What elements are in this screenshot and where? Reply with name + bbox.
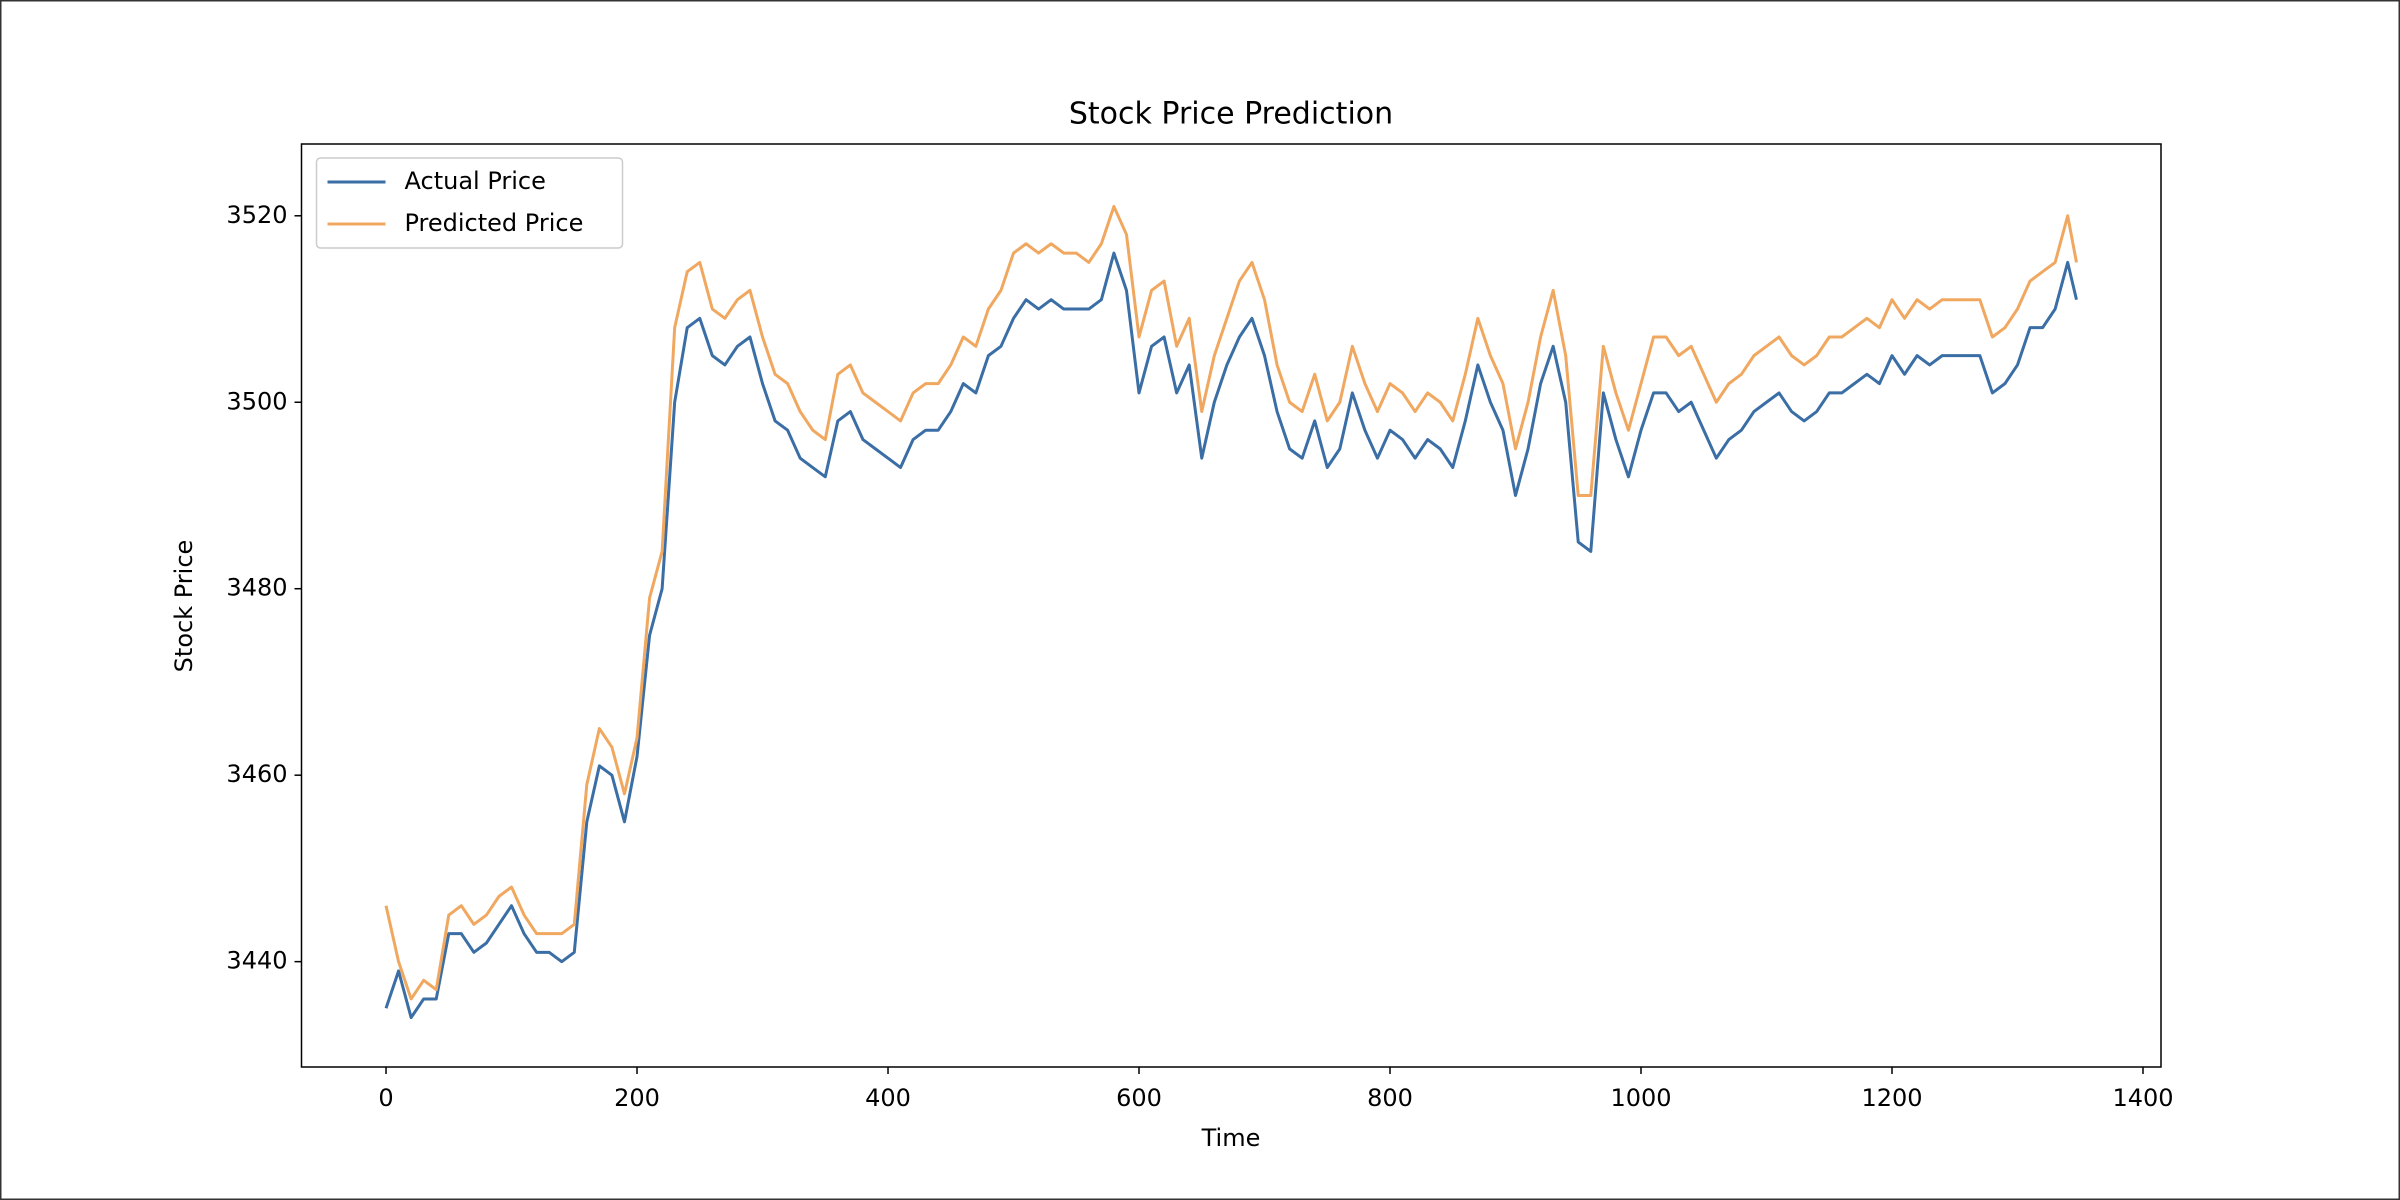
x-tick-label: 400 <box>865 1084 911 1112</box>
x-tick-label: 1400 <box>2112 1084 2173 1112</box>
x-tick-label: 0 <box>378 1084 393 1112</box>
y-axis-label: Stock Price <box>170 540 198 673</box>
y-tick-label: 3520 <box>226 201 287 229</box>
y-tick-label: 3460 <box>226 760 287 788</box>
legend-label: Actual Price <box>405 167 546 195</box>
y-tick-label: 3480 <box>226 574 287 602</box>
x-tick-label: 1200 <box>1861 1084 1922 1112</box>
y-tick-label: 3440 <box>226 947 287 975</box>
legend-label: Predicted Price <box>405 209 584 237</box>
x-axis-label: Time <box>1201 1124 1261 1152</box>
x-tick-label: 600 <box>1116 1084 1162 1112</box>
legend-box <box>315 157 624 249</box>
x-tick-label: 1000 <box>1610 1084 1671 1112</box>
x-tick-label: 800 <box>1367 1084 1413 1112</box>
line-series <box>384 204 2078 1001</box>
plot-frame <box>300 143 2162 1068</box>
chart-title: Stock Price Prediction <box>1069 97 1393 132</box>
line-series <box>384 251 2078 1020</box>
x-tick-label: 200 <box>614 1084 660 1112</box>
y-tick-label: 3500 <box>226 387 287 415</box>
